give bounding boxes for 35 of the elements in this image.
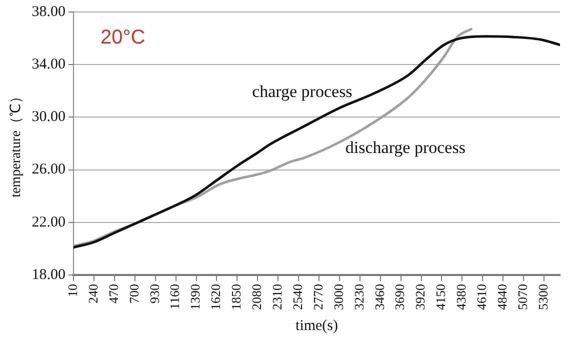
x-tick-label: 4380 [454,284,469,310]
y-axis-title: temperature（℃） [9,90,24,198]
x-tick-label: 2770 [310,284,326,310]
x-tick-label: 470 [106,284,121,304]
x-tick-label: 3690 [392,284,408,310]
y-tick-label: 22.00 [32,214,66,230]
x-tick-label: 5300 [535,284,550,310]
x-tick-label: 5070 [514,284,530,310]
x-tick-label: 3230 [351,284,366,310]
x-tick-label: 1160 [167,284,182,310]
y-tick-label: 18.00 [32,266,66,283]
x-tick-label: 240 [85,284,100,304]
y-tick-label: 38.00 [32,4,66,20]
y-tick-label: 26.00 [32,162,66,178]
x-tick-label: 4840 [494,284,510,310]
series-label: discharge process [345,138,466,157]
x-tick-label: 2310 [270,284,285,310]
x-axis-title: time(s) [296,318,338,334]
x-tick-label: 3460 [372,284,387,310]
x-tick-label: 4610 [474,284,490,310]
annotation: 20°C [100,26,146,49]
series-label: charge process [252,82,352,101]
x-tick-label: 2080 [249,284,264,310]
y-tick-label: 34.00 [32,56,66,73]
x-tick-label: 4150 [433,284,448,310]
x-tick-label: 1390 [188,284,203,310]
x-tick-label: 1850 [228,284,244,310]
x-tick-label: 930 [146,284,162,304]
x-tick-label: 700 [126,284,142,304]
x-tick-label: 2540 [290,284,305,310]
x-tick-label: 3920 [412,284,428,310]
x-tick-label: 3000 [330,284,346,310]
x-tick-label: 10 [64,284,80,297]
y-tick-label: 30.00 [32,109,66,126]
x-tick-label: 1620 [208,284,224,310]
